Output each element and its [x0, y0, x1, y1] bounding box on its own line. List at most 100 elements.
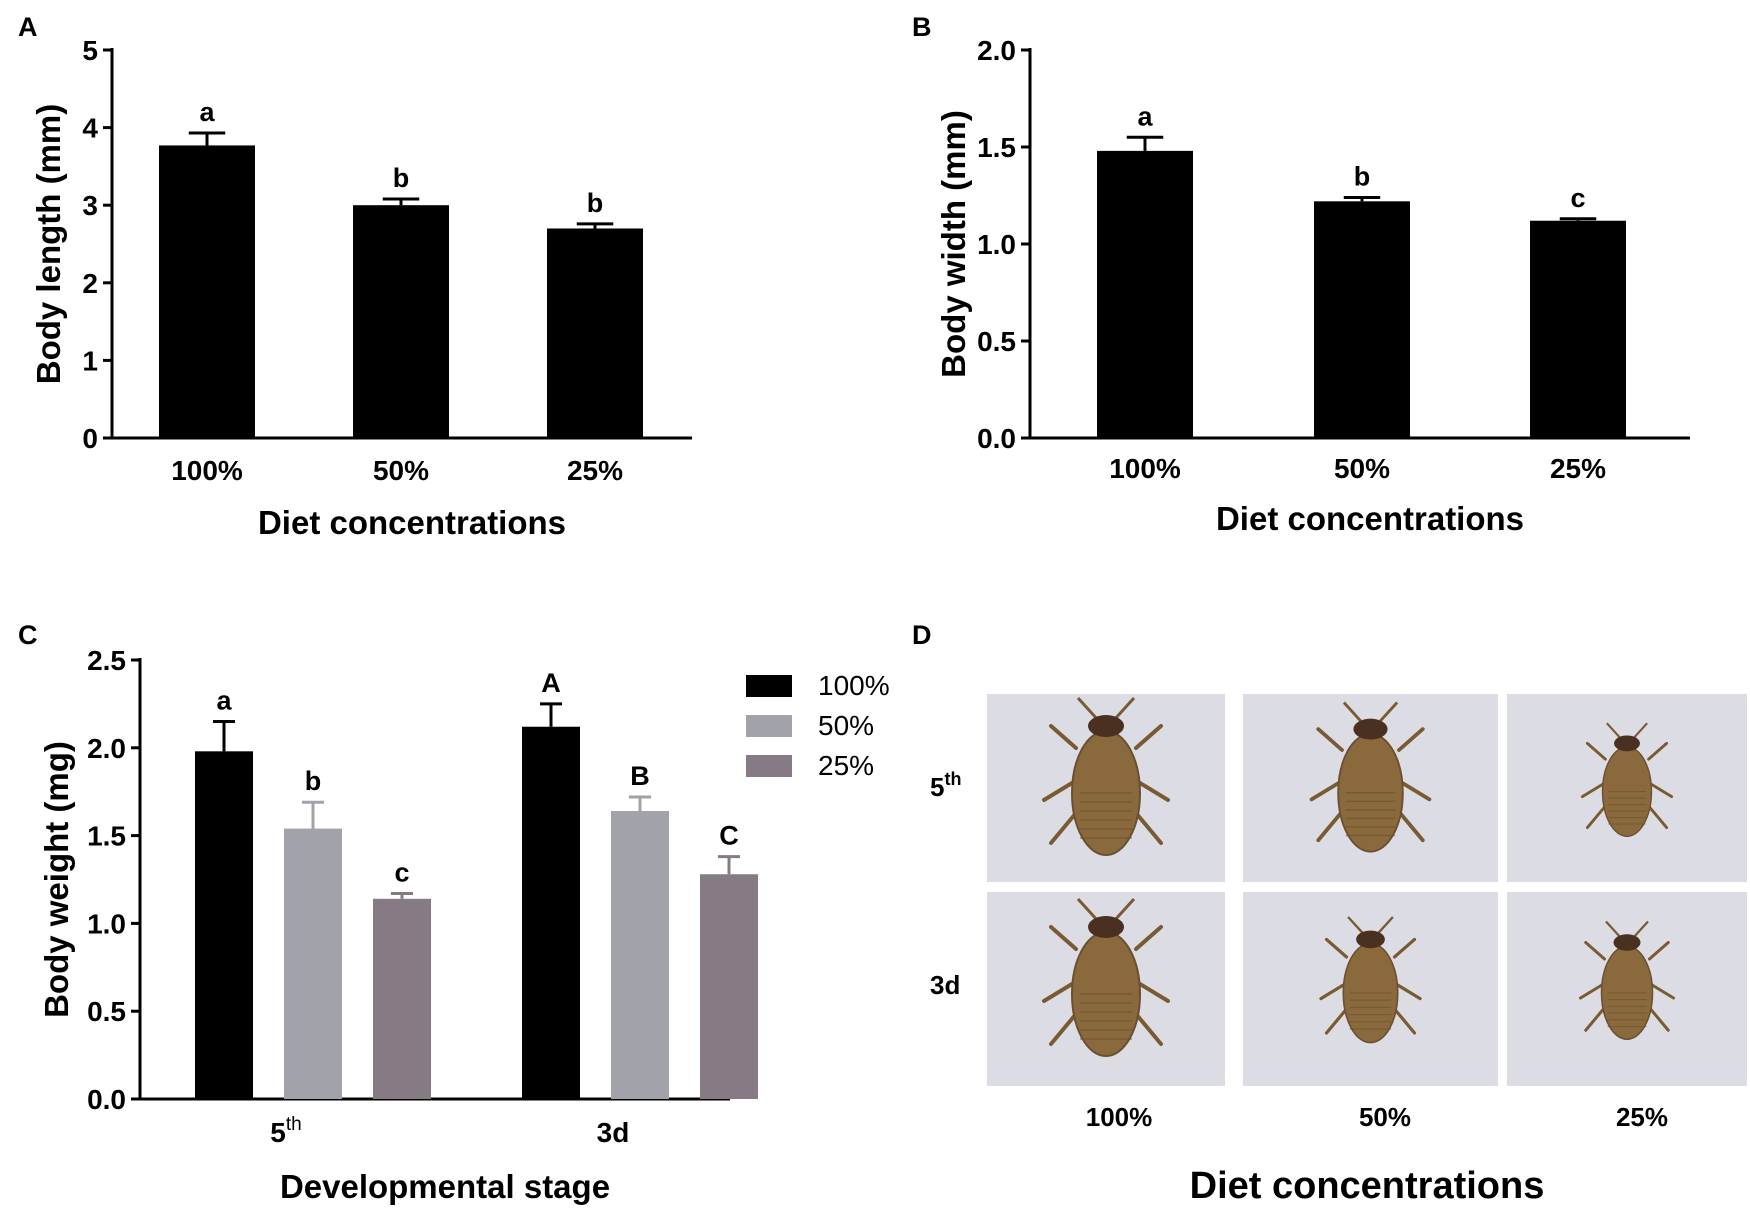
- panel-label-d: D: [912, 620, 932, 650]
- photo-tile-5th-100-leg-3: [1138, 781, 1170, 802]
- photo-tile-5th-25-antenna-left: [1606, 722, 1623, 740]
- bar-c-3d-50: [611, 811, 669, 1099]
- photo-row-label-3d: 3d: [930, 970, 960, 1000]
- photo-tile-3d-25-head: [1613, 934, 1641, 951]
- y-axis-title-a: Body length (mm): [30, 104, 67, 384]
- bar-c-5-100: [195, 751, 253, 1099]
- photo-col-label-50: 50%: [1359, 1102, 1411, 1132]
- photo-tile-3d-100-leg-2: [1042, 982, 1074, 1003]
- x-category-label-a-25: 25%: [567, 455, 623, 486]
- photo-tile-3d-100-antenna-right: [1112, 897, 1136, 923]
- significance-label-b-50: b: [1354, 161, 1371, 191]
- photo-tile-5th-100-head: [1088, 715, 1124, 737]
- photo-tile-3d-100-head: [1088, 916, 1124, 938]
- x-category-label-b-50: 50%: [1334, 453, 1390, 484]
- significance-label-c-5-25: c: [394, 858, 409, 888]
- significance-label-a-100: a: [199, 97, 215, 127]
- photo-tile-5th-100-leg-2: [1042, 781, 1074, 802]
- bar-c-3d-100: [522, 726, 580, 1099]
- photo-tile-3d-100-antenna-left: [1076, 897, 1100, 923]
- y-axis-title-b: Body width (mm): [935, 110, 972, 378]
- photo-tile-5th-25-leg-5: [1647, 804, 1669, 830]
- y-tick-label-a-3: 3: [82, 190, 98, 221]
- photo-tile-5th-25-leg-3: [1650, 782, 1674, 799]
- photo-tile-5th-100-leg-1: [1134, 724, 1163, 750]
- photo-tile-5th-25-leg-0: [1585, 741, 1607, 761]
- photo-tile-3d-50-insect: [1319, 916, 1422, 1044]
- photo-tile-5th-25-leg-4: [1585, 804, 1607, 830]
- bar-a-25: [547, 228, 643, 438]
- bar-b-25: [1530, 220, 1626, 438]
- significance-label-b-100: a: [1137, 101, 1153, 131]
- photo-tile-3d-25-leg-5: [1648, 1006, 1670, 1032]
- legend-swatch-100: [746, 675, 792, 697]
- panel-label-c: C: [18, 620, 38, 650]
- significance-label-b-25: c: [1570, 183, 1585, 213]
- photo-panel-title: Diet concentrations: [1190, 1165, 1545, 1207]
- y-tick-label-b-3: 1.5: [977, 132, 1016, 163]
- panel-label-b: B: [912, 12, 932, 42]
- photo-tile-5th-100-antenna-left: [1076, 696, 1100, 722]
- photo-tile-5th-50-leg-3: [1400, 781, 1432, 802]
- legend-swatch-50: [746, 715, 792, 737]
- photo-tile-3d-50-leg-2: [1319, 983, 1345, 1001]
- photo-tile-5th-50-insect: [1309, 701, 1432, 853]
- photo-row-label-5th: 5th: [930, 769, 961, 802]
- photo-tile-5th-50-leg-4: [1316, 809, 1344, 843]
- photo-tile-5th-25-leg-2: [1580, 782, 1604, 799]
- photo-tile-5th-25-insect: [1580, 722, 1674, 837]
- y-axis-title-c: Body weight (mg): [38, 741, 75, 1018]
- legend-swatch-25: [746, 755, 792, 777]
- photo-tile-5th-100-leg-0: [1049, 724, 1078, 750]
- photo-tile-3d-100-leg-5: [1134, 1012, 1163, 1046]
- y-tick-label-a-0: 0: [82, 423, 98, 454]
- x-category-label-a-50: 50%: [373, 455, 429, 486]
- y-tick-label-c-4: 2.0: [87, 733, 126, 764]
- y-tick-label-a-4: 4: [82, 113, 98, 144]
- photo-tile-5th-50-leg-5: [1397, 809, 1425, 843]
- photo-tile-5th-100-leg-4: [1049, 811, 1078, 845]
- photo-tile-3d-50-leg-4: [1324, 1007, 1349, 1035]
- x-category-label-b-100: 100%: [1109, 453, 1181, 484]
- bar-b-50: [1314, 201, 1410, 438]
- x-category-label-a-100: 100%: [171, 455, 243, 486]
- y-tick-label-a-5: 5: [82, 35, 98, 66]
- significance-label-c-5-100: a: [216, 685, 232, 715]
- y-tick-label-c-2: 1.0: [87, 908, 126, 939]
- x-category-main-c-5: 5: [270, 1117, 286, 1148]
- photo-tile-3d-100-leg-3: [1138, 982, 1170, 1003]
- photo-tile-3d-100-insect: [1042, 897, 1170, 1057]
- photo-tile-3d-50-leg-1: [1392, 937, 1417, 959]
- photo-col-label-100: 100%: [1086, 1102, 1153, 1132]
- y-tick-label-c-5: 2.5: [87, 645, 126, 676]
- photo-tile-5th-50-leg-0: [1316, 727, 1344, 752]
- chart-a-body-length: 0 1 2 3 4 5 Body length (mm) Diet concentration…: [30, 35, 692, 541]
- photo-tile-3d-50-leg-0: [1324, 937, 1349, 959]
- photo-row-label-5th-superscript: th: [944, 769, 961, 789]
- photo-tile-5th-50-leg-1: [1397, 727, 1425, 752]
- photo-tile-3d-50-antenna-right: [1376, 916, 1394, 936]
- photo-tile-5th-25-leg-1: [1647, 741, 1669, 761]
- legend-label-100: 100%: [818, 670, 890, 701]
- bar-c-3d-25: [700, 874, 758, 1099]
- photo-tile-3d-25-leg-0: [1584, 941, 1606, 961]
- bar-b-100: [1097, 150, 1193, 438]
- photo-tile-3d-25-leg-3: [1651, 983, 1675, 1000]
- y-tick-label-b-1: 0.5: [977, 326, 1016, 357]
- photo-tile-5th-50-leg-2: [1309, 781, 1341, 802]
- significance-label-c-3d-50: B: [630, 761, 650, 791]
- y-tick-label-b-0: 0.0: [977, 423, 1016, 454]
- y-tick-label-a-2: 2: [82, 268, 98, 299]
- x-category-label-b-25: 25%: [1550, 453, 1606, 484]
- chart-b-body-width: 0.0 0.5 1.0 1.5 2.0 Body width (mm) Diet conce…: [935, 35, 1690, 537]
- photo-tile-5th-50-head: [1353, 718, 1388, 740]
- panel-label-a: A: [18, 12, 38, 42]
- bar-c-5-25: [373, 898, 431, 1099]
- y-tick-label-a-1: 1: [82, 345, 98, 376]
- photo-tiles: [987, 694, 1747, 1086]
- bar-a-50: [353, 205, 449, 438]
- x-category-label-c-3d: 3d: [597, 1117, 630, 1148]
- photo-tile-3d-25-leg-4: [1584, 1006, 1606, 1032]
- photo-col-label-25: 25%: [1616, 1102, 1668, 1132]
- photo-panel: 5th 3d 100% 50% 25% Diet concentrations: [930, 694, 1747, 1207]
